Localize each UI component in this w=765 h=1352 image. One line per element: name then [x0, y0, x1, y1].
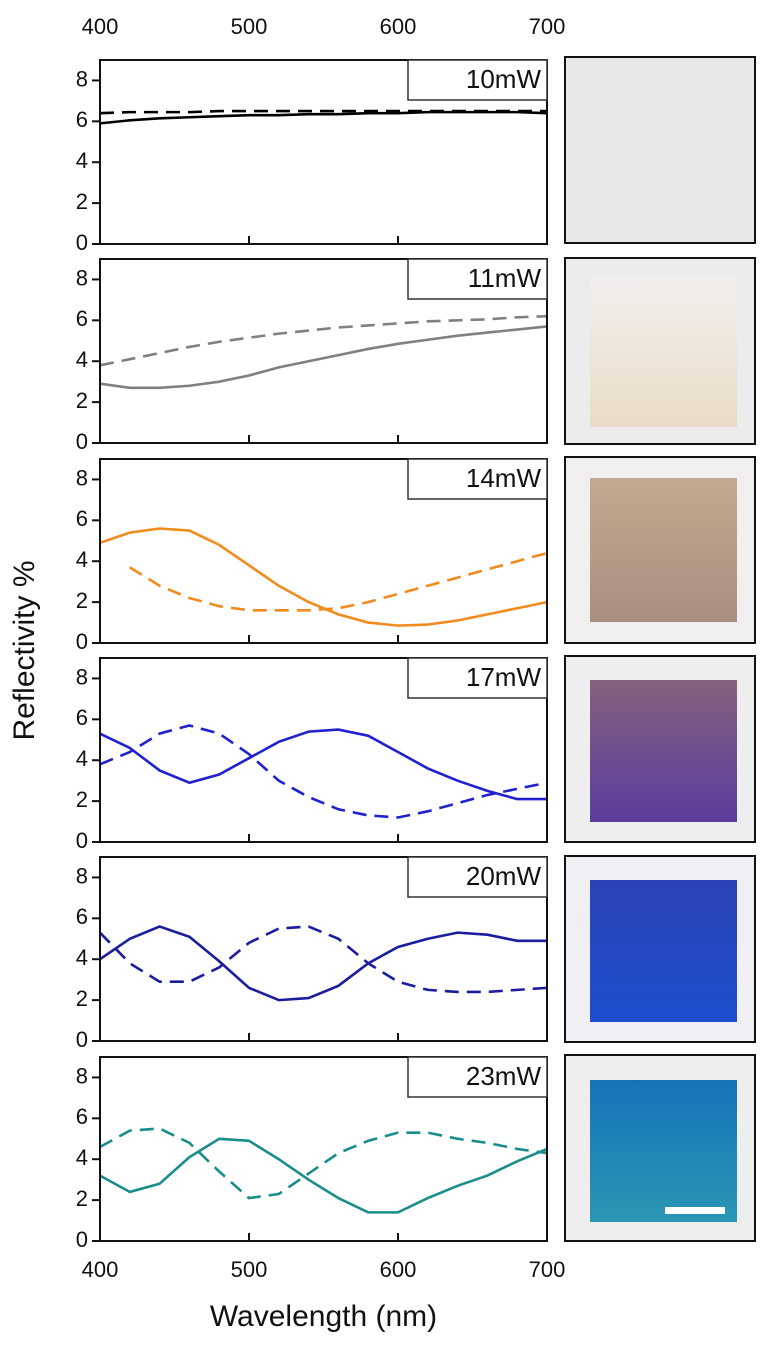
series-group: [100, 527, 547, 627]
data-line: [100, 925, 547, 994]
data-line: [100, 527, 547, 627]
y-tick-label: 2: [76, 787, 88, 812]
panel-frame: [99, 59, 548, 245]
data-line: [129, 551, 547, 612]
y-tick-label: 4: [76, 347, 88, 372]
panel: 0 2 4 6 8 11mW: [76, 258, 548, 454]
panel: 0 2 4 6 8 17mW: [76, 657, 548, 853]
panel: 0 2 4 6 8 14mW: [76, 458, 548, 654]
x-tick-label: 700: [529, 1257, 566, 1282]
y-tick-label: 4: [76, 547, 88, 572]
panel: 0 2 4 6 8 20mW: [76, 856, 548, 1052]
x-tick-label: 700: [529, 14, 566, 39]
title-box: [407, 856, 548, 898]
panel: 0 2 4 6 8 400 500 600 700 10mW: [76, 14, 566, 255]
y-tick-label: 0: [76, 1027, 88, 1052]
panel-frame: [99, 458, 548, 644]
panel-title: 11mW: [468, 263, 542, 293]
data-line: [100, 1127, 547, 1200]
y-tick-label: 4: [76, 945, 88, 970]
y-tick-label: 4: [76, 148, 88, 173]
panel: 0 2 4 6 8 400 500 600 700 23mW: [76, 1056, 566, 1282]
panel-title: 20mW: [466, 861, 542, 891]
y-tick-label: 8: [76, 1063, 88, 1088]
sample-square: [590, 1080, 737, 1222]
panel-frame: [99, 1056, 548, 1242]
y-tick-label: 6: [76, 506, 88, 531]
sample-square: [590, 478, 737, 622]
x-tick-label: 500: [231, 1257, 268, 1282]
title-box: [407, 258, 548, 300]
panel-frame: [99, 856, 548, 1042]
data-line: [100, 325, 547, 390]
data-line: [100, 109, 547, 115]
series-group: [100, 1127, 547, 1214]
y-tick-label: 6: [76, 1104, 88, 1129]
y-tick-label: 6: [76, 705, 88, 730]
y-tick-label: 8: [76, 66, 88, 91]
series-group: [100, 314, 547, 390]
y-tick-label: 8: [76, 664, 88, 689]
x-tick-label: 600: [380, 1257, 417, 1282]
sample-square: [590, 680, 737, 822]
y-tick-label: 6: [76, 107, 88, 132]
title-box: [407, 59, 548, 101]
series-group: [100, 925, 547, 1002]
y-tick-label: 2: [76, 588, 88, 613]
y-tick-label: 0: [76, 828, 88, 853]
x-tick-label: 400: [82, 14, 119, 39]
y-tick-label: 0: [76, 429, 88, 454]
sample-square: [590, 880, 737, 1022]
y-tick-label: 6: [76, 904, 88, 929]
y-tick-label: 2: [76, 388, 88, 413]
data-line: [100, 110, 547, 125]
title-box: [407, 458, 548, 500]
y-tick-label: 0: [76, 629, 88, 654]
title-box: [407, 1056, 548, 1098]
panel-title: 17mW: [466, 662, 542, 692]
y-tick-label: 2: [76, 1186, 88, 1211]
y-tick-label: 8: [76, 265, 88, 290]
x-axis-label: Wavelength (nm): [210, 1300, 437, 1333]
data-line: [100, 1137, 547, 1214]
series-group: [100, 109, 547, 125]
x-tick-label: 500: [231, 14, 268, 39]
title-box: [407, 657, 548, 699]
y-tick-label: 6: [76, 306, 88, 331]
data-line: [100, 925, 547, 1002]
y-tick-label: 0: [76, 230, 88, 255]
panel-title: 10mW: [466, 64, 542, 94]
y-tick-label: 4: [76, 746, 88, 771]
sample-photo: [564, 56, 756, 244]
sample-photos: [564, 56, 756, 1242]
series-group: [100, 724, 547, 819]
sample-square: [590, 275, 737, 427]
y-tick-label: 2: [76, 189, 88, 214]
x-tick-label: 600: [380, 14, 417, 39]
y-tick-label: 4: [76, 1145, 88, 1170]
y-axis-label: Reflectivity %: [8, 560, 41, 740]
data-line: [100, 314, 547, 367]
y-tick-label: 8: [76, 863, 88, 888]
y-tick-label: 0: [76, 1227, 88, 1252]
panel-frame: [99, 258, 548, 444]
y-tick-label: 2: [76, 986, 88, 1011]
panel-title: 23mW: [466, 1061, 542, 1091]
data-line: [100, 728, 547, 801]
data-line: [100, 724, 547, 819]
x-tick-label: 400: [82, 1257, 119, 1282]
scale-bar: [665, 1207, 725, 1214]
y-tick-label: 8: [76, 465, 88, 490]
panel-title: 14mW: [466, 463, 542, 493]
panel-frame: [99, 657, 548, 843]
